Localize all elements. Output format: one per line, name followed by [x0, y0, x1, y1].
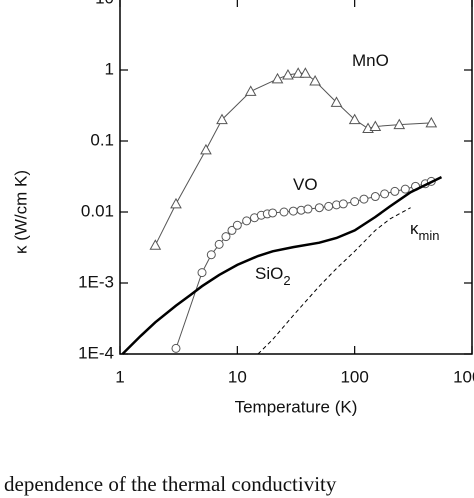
y-tick-label: 1E-3 — [78, 272, 114, 291]
y-axis-label: κ (W/cm K) — [11, 170, 30, 254]
marker — [348, 113, 361, 125]
marker — [330, 96, 343, 107]
marker — [390, 186, 400, 196]
marker — [299, 67, 312, 78]
marker — [221, 232, 231, 242]
marker — [242, 216, 252, 226]
marker — [268, 208, 278, 218]
marker — [380, 189, 390, 199]
marker — [170, 197, 182, 209]
y-tick-label: 1 — [105, 59, 114, 78]
series-name: SiO — [255, 264, 283, 283]
marker — [338, 199, 348, 209]
marker — [216, 113, 228, 125]
series-name: VO — [293, 175, 318, 194]
series-line — [154, 72, 432, 246]
series-line — [121, 175, 443, 355]
marker — [206, 250, 216, 260]
series-label: κmin — [410, 219, 439, 243]
marker — [227, 225, 237, 235]
marker — [292, 67, 305, 78]
plot-frame — [119, 0, 473, 355]
marker — [359, 194, 369, 204]
marker — [425, 116, 438, 128]
y-tick-label: 0.1 — [90, 130, 114, 149]
marker — [232, 220, 242, 230]
y-tick-label: 0.01 — [81, 201, 114, 220]
caption: dependence of the thermal conductivity — [4, 472, 337, 496]
marker — [303, 204, 313, 214]
marker — [350, 197, 360, 207]
marker — [282, 68, 294, 80]
series-name: κ — [410, 219, 419, 238]
series-label: MnO — [352, 51, 389, 70]
marker — [324, 201, 334, 211]
marker — [370, 192, 380, 202]
marker — [200, 143, 212, 155]
marker — [400, 184, 410, 194]
marker — [197, 268, 207, 278]
x-axis-label: Temperature (K) — [235, 397, 358, 416]
series-name-sub: 2 — [283, 273, 290, 288]
marker — [369, 120, 382, 132]
marker — [149, 239, 162, 250]
marker — [214, 239, 224, 249]
x-tick-label: 1 — [115, 367, 124, 386]
series-name: MnO — [352, 51, 389, 70]
marker — [244, 85, 257, 96]
series-label: VO — [293, 175, 318, 194]
x-tick-label: 1000 — [453, 367, 474, 386]
marker — [171, 343, 181, 353]
series-name-sub: min — [419, 228, 440, 243]
marker — [393, 118, 406, 130]
marker — [314, 203, 324, 213]
marker — [309, 74, 321, 86]
x-tick-label: 100 — [340, 367, 368, 386]
y-tick-label: 1E-4 — [78, 343, 114, 362]
series-line — [257, 207, 411, 355]
marker — [288, 206, 298, 216]
series-label: SiO2 — [255, 264, 291, 288]
y-tick-label: 10 — [95, 0, 114, 7]
x-tick-label: 10 — [228, 367, 247, 386]
marker — [279, 207, 289, 217]
marker — [271, 72, 284, 84]
